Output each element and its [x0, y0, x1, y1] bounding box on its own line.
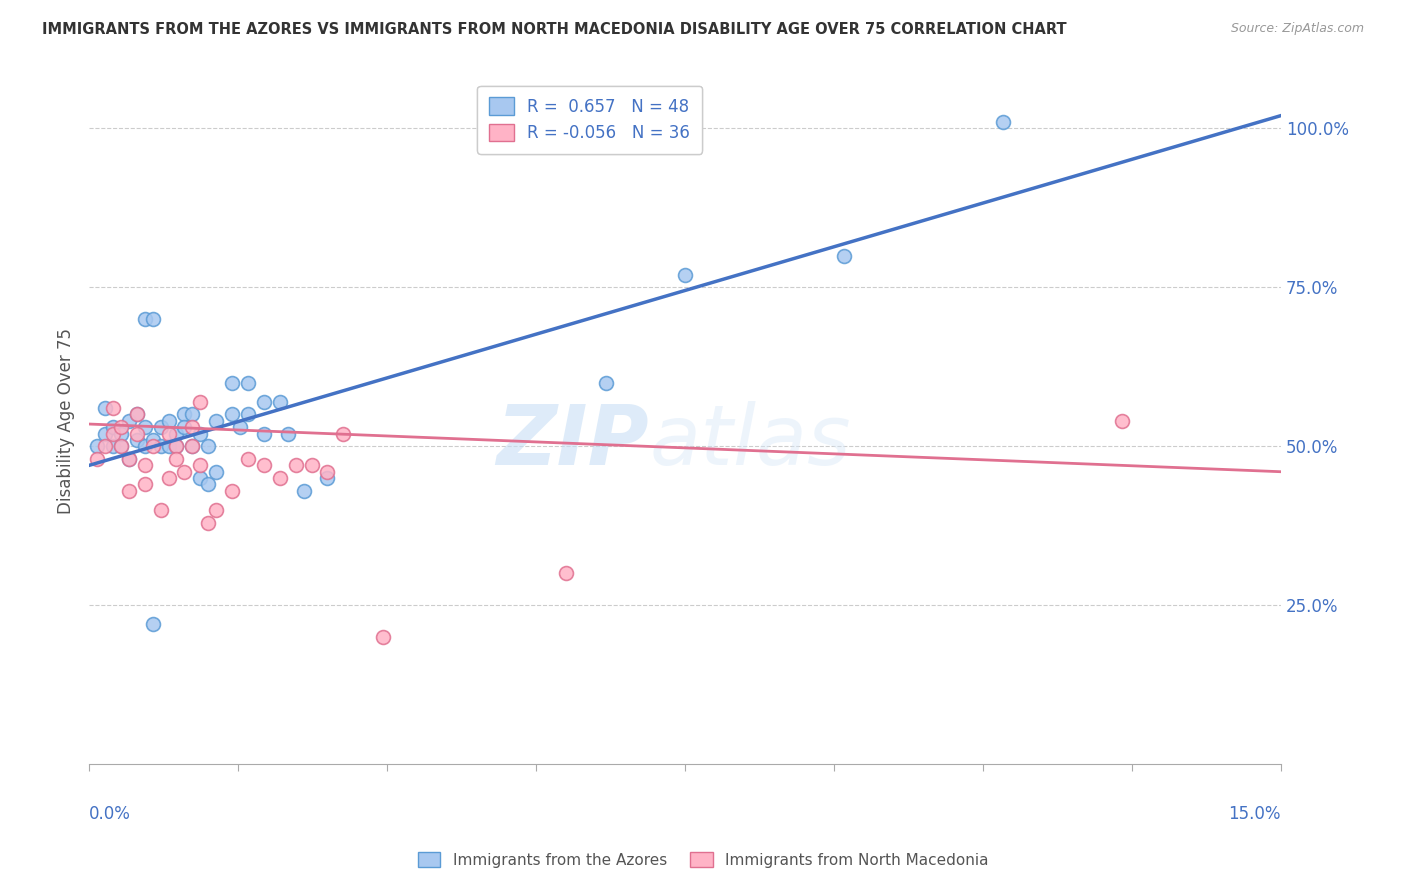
Point: [94, 439, 117, 453]
Point: [229, 420, 252, 434]
Point: [205, 414, 228, 428]
Point: [125, 408, 148, 422]
Point: [134, 458, 156, 473]
Point: [166, 426, 188, 441]
Point: [157, 439, 180, 453]
Point: [188, 394, 211, 409]
Point: [269, 471, 291, 485]
Legend: R =  0.657   N = 48, R = -0.056   N = 36: R = 0.657 N = 48, R = -0.056 N = 36: [478, 86, 702, 153]
Point: [142, 312, 165, 326]
Point: [269, 394, 291, 409]
Point: [832, 248, 855, 262]
Point: [332, 426, 354, 441]
Point: [125, 408, 148, 422]
Point: [221, 408, 243, 422]
Point: [284, 458, 307, 473]
Point: [86, 452, 108, 467]
Point: [253, 394, 276, 409]
Point: [134, 312, 156, 326]
Text: ZIP: ZIP: [496, 401, 650, 482]
Point: [277, 426, 299, 441]
Point: [205, 503, 228, 517]
Point: [101, 401, 124, 416]
Point: [134, 420, 156, 434]
Point: [142, 439, 165, 453]
Point: [554, 566, 576, 581]
Point: [371, 630, 394, 644]
Point: [301, 458, 323, 473]
Point: [110, 426, 132, 441]
Point: [188, 426, 211, 441]
Point: [991, 115, 1014, 129]
Point: [253, 426, 276, 441]
Point: [197, 516, 219, 530]
Point: [94, 401, 117, 416]
Point: [173, 465, 195, 479]
Point: [316, 465, 339, 479]
Point: [118, 483, 141, 498]
Point: [188, 458, 211, 473]
Point: [166, 452, 188, 467]
Point: [236, 408, 259, 422]
Point: [118, 414, 141, 428]
Point: [595, 376, 617, 390]
Point: [166, 439, 188, 453]
Point: [101, 439, 124, 453]
Y-axis label: Disability Age Over 75: Disability Age Over 75: [58, 328, 75, 514]
Text: atlas: atlas: [650, 401, 851, 482]
Point: [134, 477, 156, 491]
Point: [110, 439, 132, 453]
Point: [236, 452, 259, 467]
Text: Source: ZipAtlas.com: Source: ZipAtlas.com: [1230, 22, 1364, 36]
Point: [142, 617, 165, 632]
Point: [173, 420, 195, 434]
Point: [149, 503, 172, 517]
Text: 0.0%: 0.0%: [89, 805, 131, 823]
Point: [1111, 414, 1133, 428]
Point: [221, 376, 243, 390]
Point: [173, 408, 195, 422]
Point: [118, 452, 141, 467]
Point: [125, 426, 148, 441]
Point: [86, 439, 108, 453]
Point: [118, 452, 141, 467]
Point: [188, 471, 211, 485]
Point: [110, 439, 132, 453]
Point: [197, 477, 219, 491]
Point: [181, 439, 204, 453]
Point: [197, 439, 219, 453]
Point: [101, 420, 124, 434]
Point: [181, 408, 204, 422]
Point: [101, 426, 124, 441]
Point: [94, 426, 117, 441]
Point: [157, 471, 180, 485]
Point: [149, 439, 172, 453]
Point: [205, 465, 228, 479]
Legend: Immigrants from the Azores, Immigrants from North Macedonia: Immigrants from the Azores, Immigrants f…: [411, 844, 995, 875]
Point: [125, 433, 148, 447]
Point: [292, 483, 315, 498]
Point: [181, 439, 204, 453]
Text: 15.0%: 15.0%: [1229, 805, 1281, 823]
Point: [236, 376, 259, 390]
Point: [181, 420, 204, 434]
Point: [142, 433, 165, 447]
Point: [221, 483, 243, 498]
Point: [149, 420, 172, 434]
Text: IMMIGRANTS FROM THE AZORES VS IMMIGRANTS FROM NORTH MACEDONIA DISABILITY AGE OVE: IMMIGRANTS FROM THE AZORES VS IMMIGRANTS…: [42, 22, 1067, 37]
Point: [166, 439, 188, 453]
Point: [157, 426, 180, 441]
Point: [134, 439, 156, 453]
Point: [316, 471, 339, 485]
Point: [253, 458, 276, 473]
Point: [157, 414, 180, 428]
Point: [110, 420, 132, 434]
Point: [673, 268, 696, 282]
